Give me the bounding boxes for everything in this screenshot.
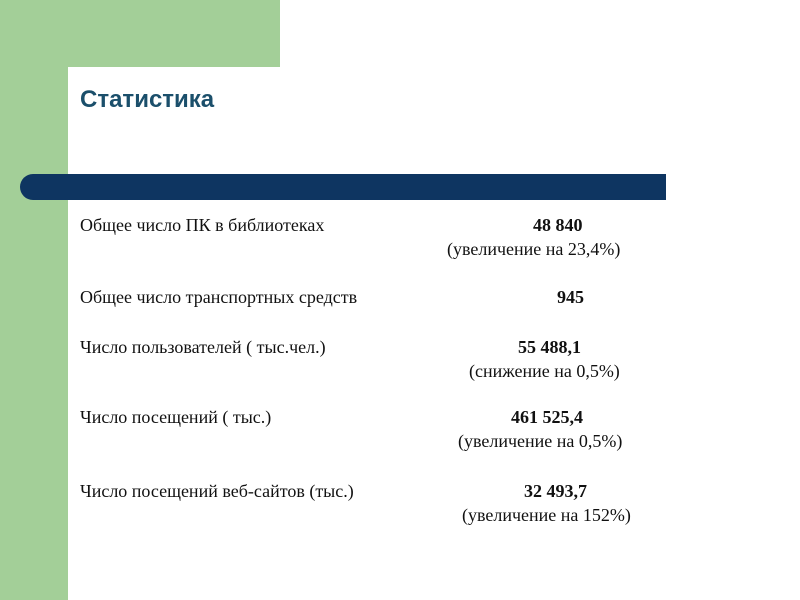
green-top-block (0, 0, 280, 67)
rounded-corner (68, 67, 148, 147)
stat-value: 461 525,4 (511, 407, 583, 427)
stat-label: Число посещений ( тыс.) (80, 407, 272, 427)
stat-value: 32 493,7 (524, 481, 587, 501)
stat-note: (снижение на 0,5%) (469, 361, 620, 381)
stat-label: Число пользователей ( тыс.чел.) (80, 337, 326, 357)
stat-value: 48 840 (533, 215, 583, 235)
title-divider-bar (20, 174, 666, 200)
stat-value: 55 488,1 (518, 337, 581, 357)
stat-note: (увеличение на 0,5%) (458, 431, 623, 451)
stat-label: Общее число ПК в библиотеках (80, 215, 325, 235)
green-sidebar (0, 0, 68, 600)
stat-value: 945 (557, 287, 584, 307)
stat-label: Число посещений веб-сайтов (тыс.) (80, 481, 354, 501)
stat-label: Общее число транспортных средств (80, 287, 358, 307)
stat-note: (увеличение на 152%) (462, 505, 631, 525)
stat-note: (увеличение на 23,4%) (447, 239, 621, 259)
slide-title: Статистика (80, 86, 215, 113)
